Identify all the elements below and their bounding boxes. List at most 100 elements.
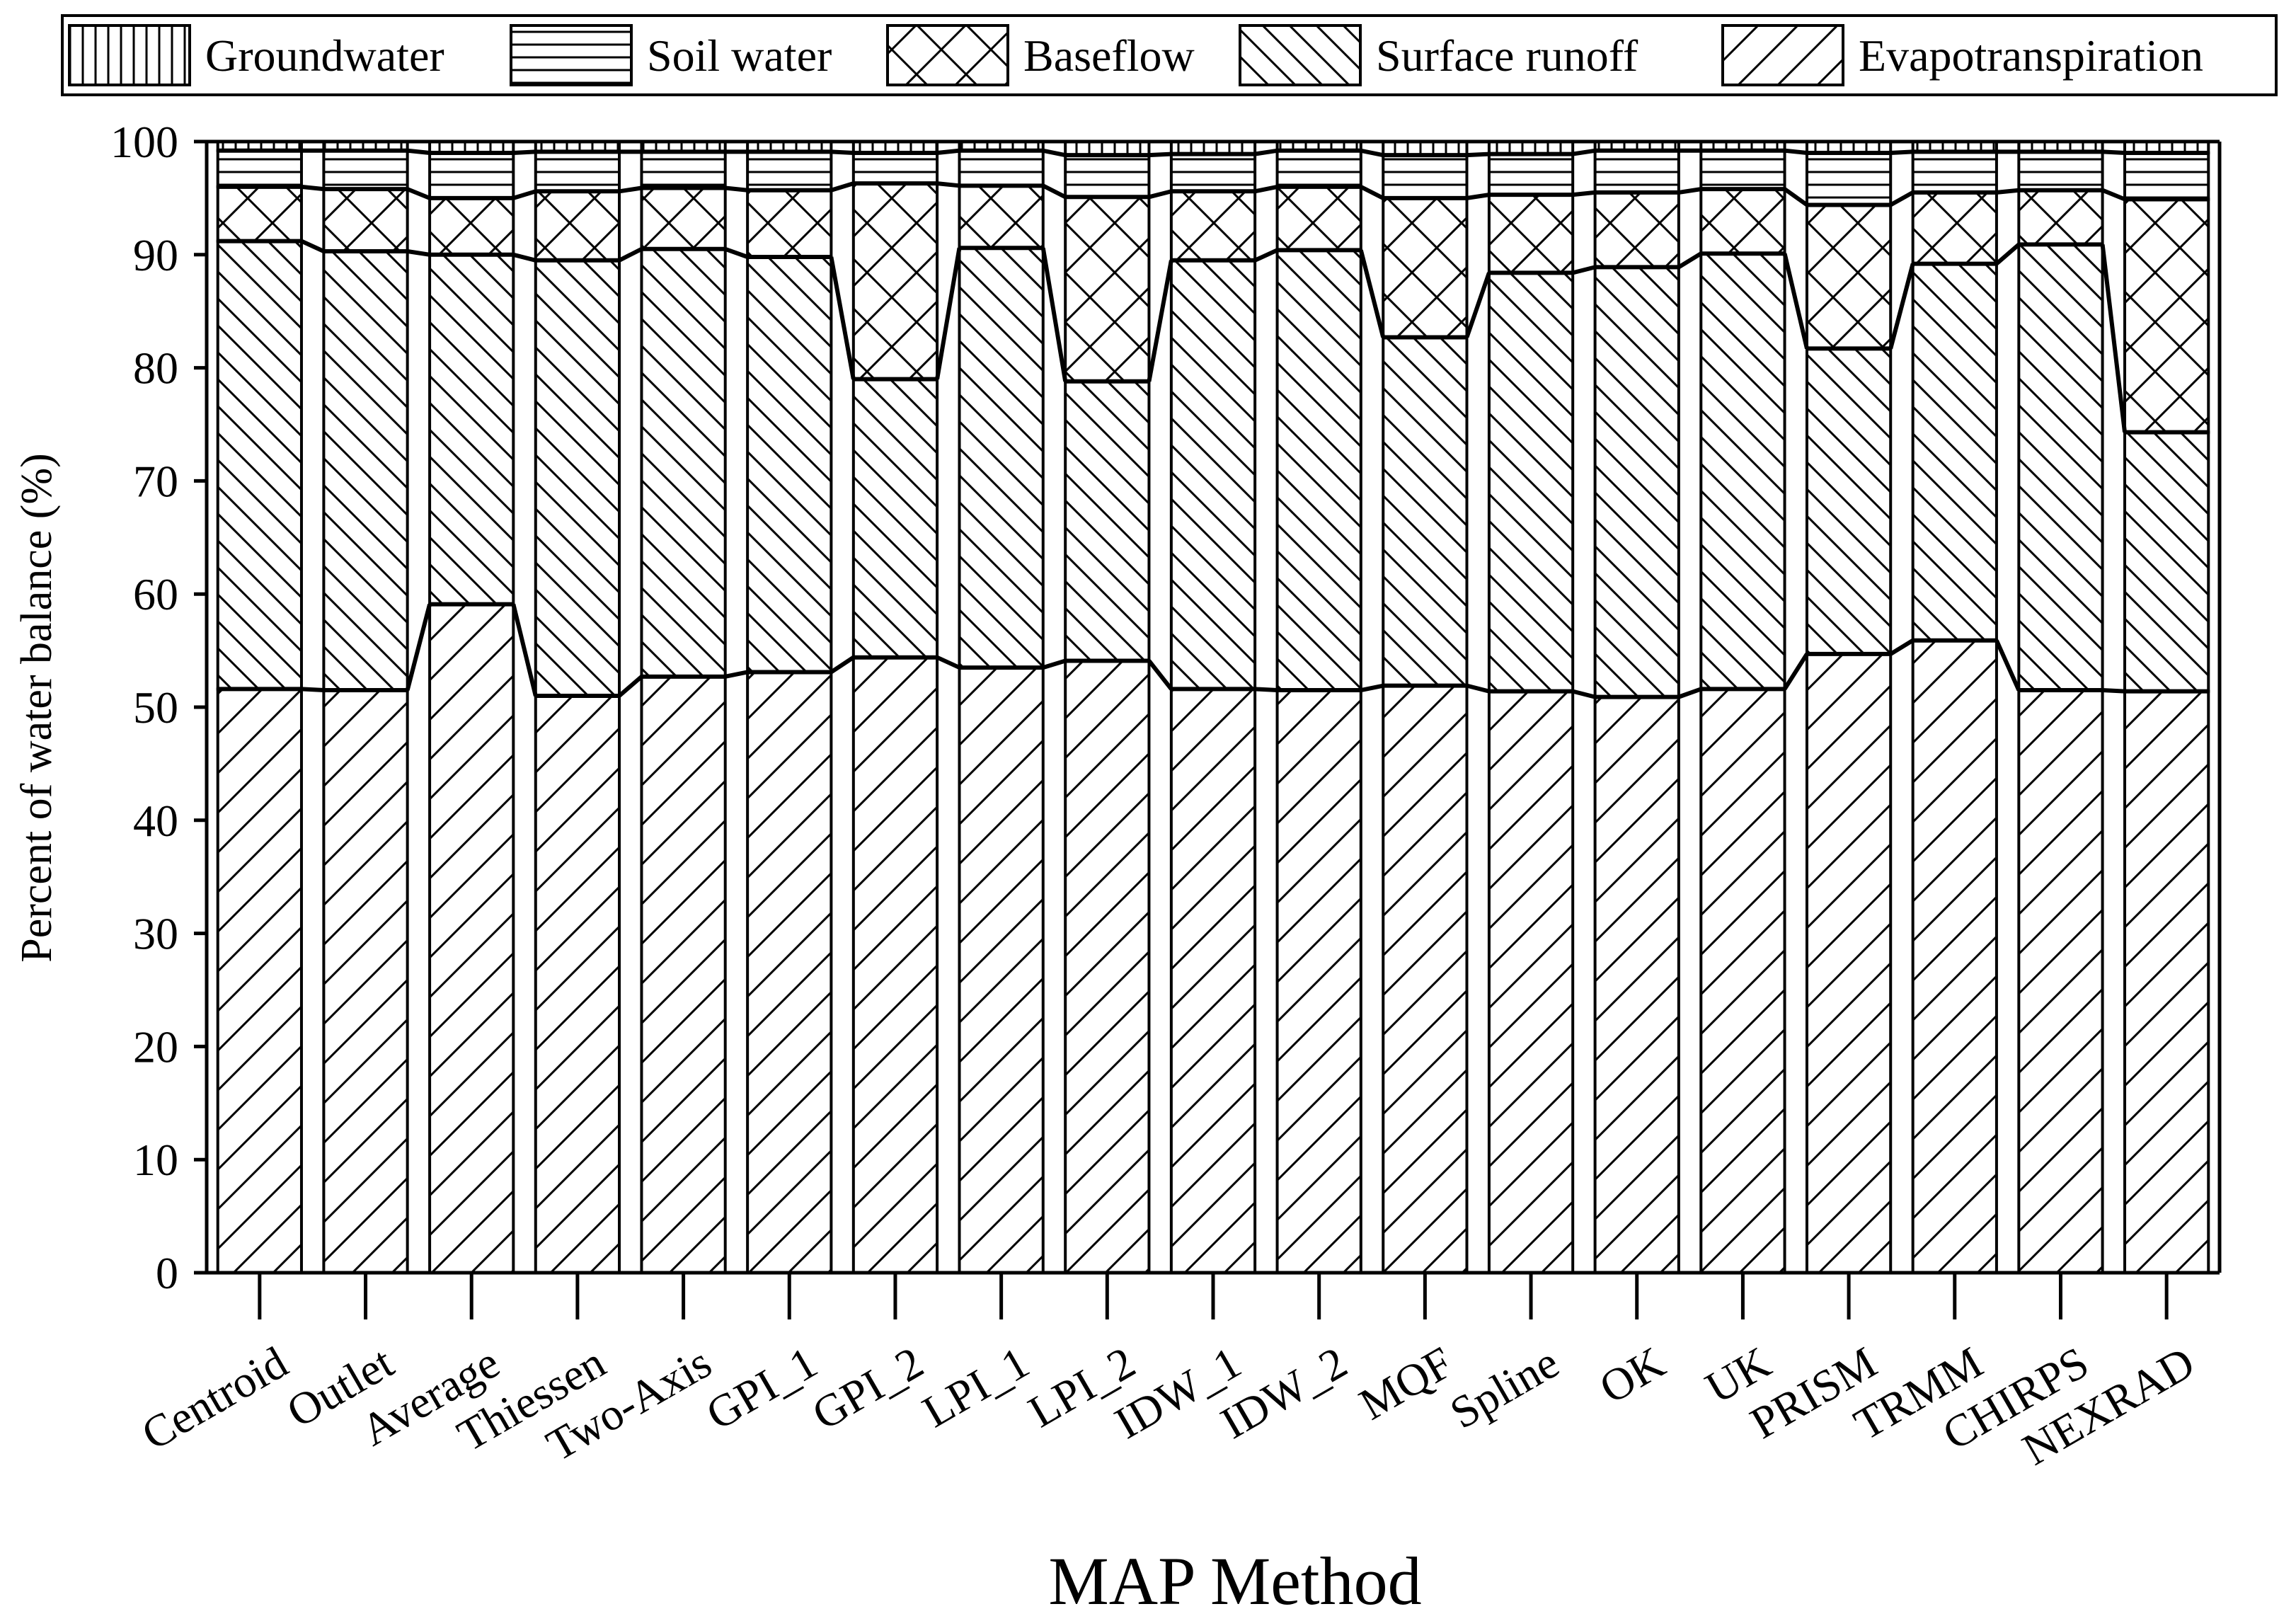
legend-swatch-groundwater — [68, 24, 191, 86]
bar-trmm-soil-water — [1911, 150, 1998, 194]
connector-baseflow-14 — [1783, 187, 1808, 207]
connector-soil-water-2 — [513, 149, 536, 155]
bar-centroid-soil-water — [216, 149, 303, 188]
legend-label-evapotranspiration: Evapotranspiration — [1859, 30, 2203, 81]
y-tick-label-50: 50 — [133, 682, 178, 733]
bar-idw-1-baseflow — [1169, 190, 1257, 262]
bar-trmm-evapotranspiration — [1911, 638, 1998, 1274]
bar-average-soil-water — [428, 151, 515, 200]
bar-uk-baseflow — [1699, 188, 1786, 256]
connector-baseflow-10 — [1360, 185, 1384, 200]
bar-idw-2-surface-runoff — [1275, 248, 1362, 692]
y-tick-label-40: 40 — [133, 796, 178, 846]
legend-frame — [61, 14, 2278, 96]
bar-centroid-surface-runoff — [216, 239, 303, 691]
bar-outlet-baseflow — [322, 188, 409, 253]
bar-spline-surface-runoff — [1487, 271, 1575, 693]
connector-baseflow-9 — [1254, 184, 1278, 194]
connector-surface-runoff-11 — [1464, 272, 1491, 338]
connector-baseflow-13 — [1678, 187, 1701, 195]
y-tick-label-100: 100 — [110, 117, 178, 167]
connector-evapotranspiration-10 — [1360, 683, 1384, 692]
bar-mqf-soil-water — [1382, 154, 1469, 200]
legend-swatch-evapotranspiration — [1721, 24, 1844, 86]
connector-evapotranspiration-16 — [1994, 639, 2021, 692]
bar-lpi-1-baseflow — [958, 184, 1045, 250]
bar-nexrad-soil-water — [2123, 151, 2210, 201]
bar-uk-soil-water — [1699, 149, 1786, 191]
bar-idw-2-baseflow — [1275, 185, 1362, 252]
bar-two-axis-soil-water — [640, 150, 727, 190]
bar-chirps-soil-water — [2017, 150, 2104, 192]
bar-ok-surface-runoff — [1593, 265, 1680, 699]
connector-surface-runoff-2 — [512, 252, 536, 263]
bar-lpi-2-baseflow — [1064, 195, 1151, 383]
connector-baseflow-8 — [1148, 189, 1172, 200]
legend-label-baseflow: Baseflow — [1023, 30, 1195, 81]
connector-baseflow-12 — [1572, 190, 1595, 197]
bar-two-axis-surface-runoff — [640, 247, 727, 678]
connector-evapotranspiration-13 — [1677, 687, 1702, 699]
bar-chirps-surface-runoff — [2017, 243, 2104, 692]
connector-baseflow-16 — [1996, 188, 2019, 195]
bar-average-surface-runoff — [428, 253, 515, 606]
connector-evapotranspiration-0 — [301, 687, 324, 693]
x-tick-label-mqf: MQF — [1351, 1337, 1462, 1430]
connector-surface-runoff-4 — [724, 246, 749, 259]
bar-prism-baseflow — [1805, 203, 1893, 350]
bar-thiessen-baseflow — [534, 190, 621, 262]
bar-spline-evapotranspiration — [1487, 689, 1575, 1274]
legend-swatch-baseflow — [886, 24, 1009, 86]
connector-evapotranspiration-12 — [1572, 689, 1596, 699]
bar-centroid-baseflow — [216, 185, 303, 243]
connector-surface-runoff-10 — [1358, 249, 1386, 338]
bar-trmm-baseflow — [1911, 190, 1998, 265]
bar-thiessen-evapotranspiration — [534, 694, 621, 1274]
connector-soil-water-9 — [1254, 148, 1278, 156]
x-tick-label-idw-2: IDW_2 — [1212, 1337, 1355, 1448]
bar-centroid-evapotranspiration — [216, 687, 303, 1274]
bar-ok-soil-water — [1593, 149, 1680, 194]
bar-mqf-baseflow — [1382, 196, 1469, 339]
bar-outlet-surface-runoff — [322, 250, 409, 692]
connector-baseflow-4 — [725, 185, 748, 193]
bar-outlet-evapotranspiration — [322, 689, 409, 1274]
connector-surface-runoff-14 — [1782, 253, 1809, 350]
connector-evapotranspiration-9 — [1254, 687, 1278, 693]
connector-surface-runoff-5 — [829, 256, 856, 380]
bar-lpi-1-evapotranspiration — [958, 666, 1045, 1274]
connector-surface-runoff-15 — [1888, 263, 1915, 350]
bar-prism-surface-runoff — [1805, 347, 1893, 655]
connector-baseflow-6 — [936, 181, 960, 188]
bar-prism-evapotranspiration — [1805, 652, 1893, 1274]
bar-gpi-2-surface-runoff — [851, 377, 939, 659]
bar-lpi-1-soil-water — [958, 149, 1045, 188]
connector-surface-runoff-0 — [300, 239, 325, 253]
bar-nexrad-evapotranspiration — [2123, 689, 2210, 1274]
legend-label-groundwater: Groundwater — [205, 30, 444, 81]
bar-lpi-2-evapotranspiration — [1064, 659, 1151, 1274]
bar-spline-soil-water — [1487, 152, 1575, 197]
bar-lpi-2-surface-runoff — [1064, 379, 1151, 663]
connector-soil-water-5 — [831, 149, 854, 155]
y-axis-ticks: 0 10 20 30 40 50 60 70 80 90 100 — [110, 117, 207, 1298]
connector-evapotranspiration-5 — [830, 655, 855, 674]
connector-surface-runoff-17 — [2100, 244, 2128, 433]
y-tick-label-30: 30 — [133, 909, 178, 959]
bar-gpi-1-soil-water — [746, 150, 833, 192]
connector-soil-water-7 — [1043, 148, 1066, 158]
bar-trmm-surface-runoff — [1911, 262, 1998, 642]
bar-chirps-baseflow — [2017, 188, 2104, 246]
bar-nexrad-surface-runoff — [2123, 430, 2210, 693]
connector-baseflow-1 — [406, 187, 431, 200]
bar-outlet-soil-water — [322, 149, 409, 191]
connector-surface-runoff-9 — [1253, 248, 1278, 263]
legend-label-soil-water: Soil water — [647, 30, 832, 81]
x-axis-ticks: CentroidOutletAverageThiessenTwo-AxisGPI… — [133, 1273, 2203, 1474]
connector-surface-runoff-6 — [935, 247, 962, 380]
connector-baseflow-17 — [2101, 188, 2126, 202]
x-axis-title: MAP Method — [1048, 1543, 1421, 1619]
connector-surface-runoff-1 — [407, 249, 430, 257]
bar-two-axis-evapotranspiration — [640, 675, 727, 1274]
